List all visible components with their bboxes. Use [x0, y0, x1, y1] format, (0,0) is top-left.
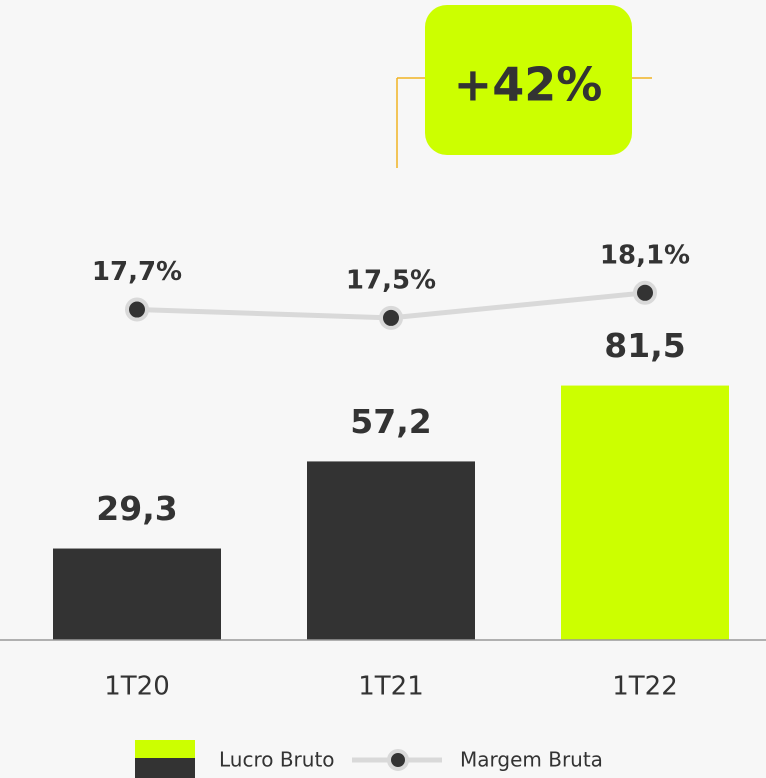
bar	[561, 385, 729, 640]
bar	[53, 548, 221, 640]
value-label: 81,5	[604, 326, 685, 365]
value-label: 17,5%	[346, 265, 436, 295]
line-marker	[379, 305, 403, 330]
line-marker	[633, 280, 657, 305]
legend-marker	[387, 749, 409, 771]
value-label: 17,7%	[92, 257, 182, 287]
value-label: 18,1%	[600, 240, 690, 270]
x-tick-label: 1T21	[358, 672, 424, 702]
bar	[307, 461, 475, 640]
annotation-text: +42%	[454, 58, 603, 112]
x-tick-label: 1T20	[104, 672, 170, 702]
annotation: +42%	[396, 5, 652, 168]
line-marker	[125, 297, 149, 322]
legend-label: Lucro Bruto	[219, 748, 335, 772]
legend-swatch	[135, 740, 195, 758]
value-label: 29,3	[96, 489, 177, 528]
legend-swatch	[135, 758, 195, 778]
legend-label: Margem Bruta	[460, 748, 603, 772]
value-label: 57,2	[350, 402, 431, 441]
annotation-box	[425, 5, 632, 155]
x-tick-label: 1T22	[612, 672, 678, 702]
